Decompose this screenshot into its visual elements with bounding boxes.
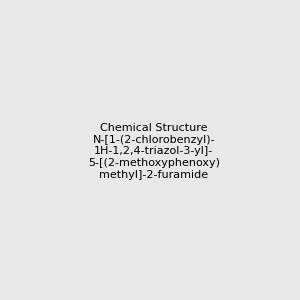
Text: Chemical Structure
N-[1-(2-chlorobenzyl)-
1H-1,2,4-triazol-3-yl]-
5-[(2-methoxyp: Chemical Structure N-[1-(2-chlorobenzyl)…	[88, 123, 220, 180]
